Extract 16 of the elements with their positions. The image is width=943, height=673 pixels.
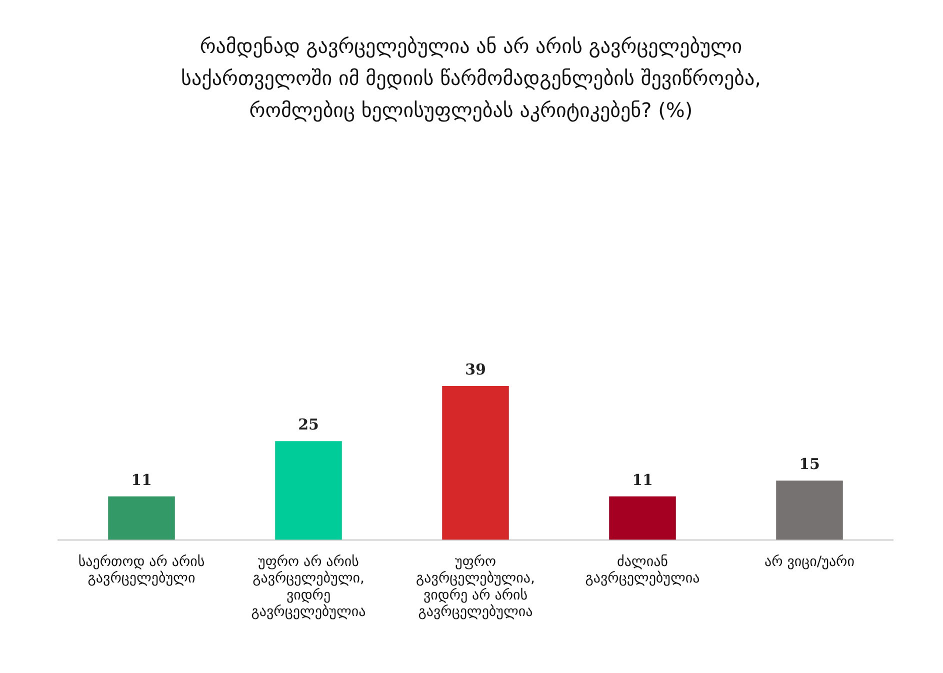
data-label: 11	[632, 470, 653, 489]
data-label: 39	[465, 360, 486, 378]
chart-title: რამდენად გავრცელებულია ან არ არის გავრცელებული საქართველოში იმ მედიის წარმომადგენლების შევიწროება, რომლებიც ხელისუფლებას აკრიტიკებენ? (%)	[180, 33, 762, 124]
bar	[609, 496, 676, 540]
x-tick-label: უფრო არ არის გავრცელებული, ვიდრე გავრცელებულია	[251, 554, 366, 620]
data-label: 11	[131, 470, 152, 489]
x-tick-label: საერთოდ არ არის გავრცელებული	[78, 554, 205, 587]
x-tick-label: ძალიან გავრცელებულია	[585, 554, 700, 587]
data-label: 15	[799, 455, 820, 474]
x-tick-label: უფრო გავრცელებულია, ვიდრე არ არის გავრცელებულია	[416, 554, 535, 620]
data-label: 25	[298, 416, 319, 434]
bar	[108, 496, 175, 540]
bar	[776, 480, 843, 540]
bar	[275, 441, 342, 540]
bar	[442, 386, 509, 540]
x-tick-label: არ ვიცი/უარი	[764, 554, 854, 570]
